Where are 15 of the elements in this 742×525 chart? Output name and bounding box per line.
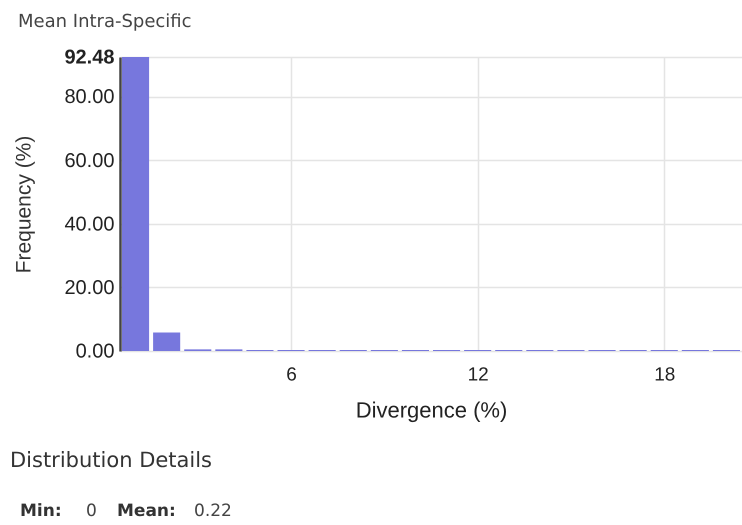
- y-tick-label: 20.00: [64, 276, 114, 299]
- chart-title: Mean Intra-Specific: [18, 11, 192, 32]
- y-tick-label: 92.48: [64, 46, 114, 68]
- x-tick-label: 18: [654, 364, 676, 386]
- x-axis-title: Divergence (%): [356, 398, 508, 422]
- y-tick-label: 60.00: [64, 150, 114, 172]
- y-tick-label: 40.00: [64, 213, 114, 236]
- text: Distribution Details: [10, 448, 212, 472]
- x-tick-label: 6: [286, 364, 297, 386]
- y-tick-label: 0.00: [76, 340, 114, 362]
- y-tick-label: 80.00: [64, 86, 114, 108]
- text: Mean: 0.22: [117, 501, 232, 521]
- y-axis-title: Frequency (%): [12, 136, 36, 274]
- text: Min: 0: [20, 501, 97, 521]
- x-tick-label: 12: [468, 364, 489, 386]
